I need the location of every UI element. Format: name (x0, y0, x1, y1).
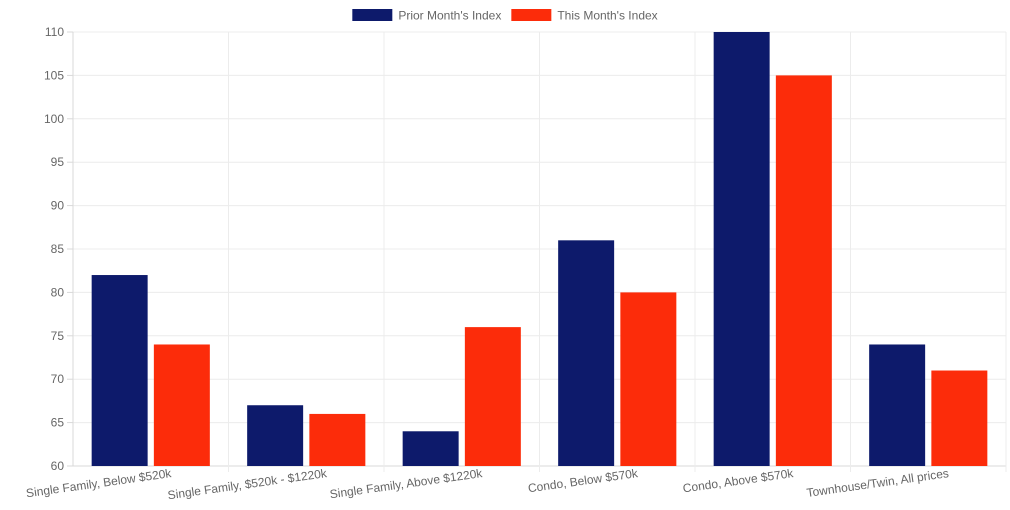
legend-label-0[interactable]: Prior Month's Index (398, 9, 501, 23)
y-tick-label: 60 (51, 459, 65, 473)
x-tick-label: Single Family, $520k - $1220k (167, 466, 329, 502)
y-tick-label: 65 (51, 416, 65, 430)
bar-prior-3[interactable] (558, 240, 615, 466)
x-tick-label: Single Family, Above $1220k (329, 466, 484, 501)
y-tick-label: 95 (51, 155, 65, 169)
bar-this-0[interactable] (153, 344, 210, 466)
y-tick-label: 85 (51, 242, 65, 256)
grid (72, 31, 1007, 472)
bar-prior-5[interactable] (869, 344, 926, 466)
legend-swatch-0[interactable] (352, 9, 393, 21)
y-tick-label: 110 (45, 25, 64, 39)
legend-swatch-1[interactable] (511, 9, 552, 21)
y-tick-label: 75 (51, 329, 65, 343)
y-tick-label: 70 (51, 372, 65, 386)
y-tick-label: 90 (51, 199, 65, 213)
bar-prior-4[interactable] (713, 32, 770, 466)
x-tick-label: Condo, Above $570k (682, 466, 795, 496)
bar-prior-0[interactable] (91, 275, 148, 466)
bar-this-2[interactable] (464, 327, 521, 466)
x-tick-label: Single Family, Below $520k (25, 466, 173, 500)
y-tick-label: 80 (51, 285, 65, 299)
bars (91, 32, 988, 467)
y-tick-label: 100 (44, 112, 64, 126)
bar-prior-2[interactable] (402, 431, 459, 466)
bar-this-5[interactable] (931, 370, 988, 466)
legend-label-1[interactable]: This Month's Index (557, 9, 657, 23)
x-tick-label: Townhouse/Twin, All prices (806, 466, 950, 500)
bar-this-3[interactable] (620, 292, 677, 466)
bar-this-4[interactable] (775, 75, 832, 467)
y-tick-label: 105 (44, 68, 64, 82)
x-tick-label: Condo, Below $570k (527, 466, 640, 495)
legend[interactable]: Prior Month's Index This Month's Index (352, 9, 658, 23)
bar-prior-1[interactable] (247, 405, 304, 466)
bar-this-1[interactable] (309, 413, 366, 466)
